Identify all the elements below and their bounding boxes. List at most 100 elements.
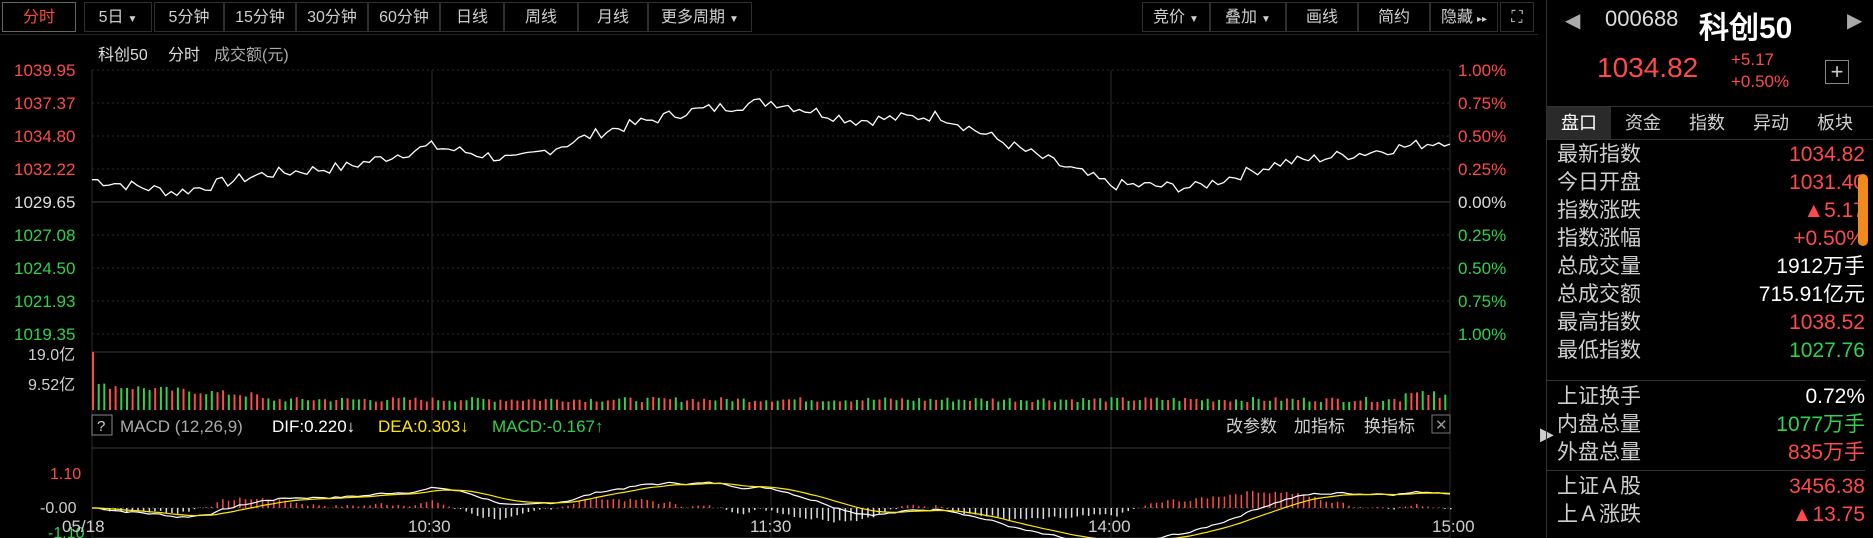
time-tick-label: 10:30 <box>408 517 451 536</box>
tab-movers[interactable]: 异动 <box>1753 113 1789 133</box>
tab-15min[interactable]: 15分钟 <box>224 2 296 32</box>
volume-bar <box>1382 400 1385 410</box>
volume-bar <box>1274 397 1277 410</box>
volume-bar <box>1036 399 1039 410</box>
simple-mode-button[interactable]: 简约 <box>1358 2 1430 32</box>
macd-bar <box>584 499 586 508</box>
prev-symbol-icon[interactable]: ◀ <box>1565 10 1581 32</box>
volume-bar <box>1116 398 1119 410</box>
tab-more-periods[interactable]: 更多周期 ▼ <box>648 2 752 32</box>
tab-weekly[interactable]: 周线 <box>504 2 578 32</box>
macd-bar <box>612 499 615 508</box>
macd-bar <box>1280 492 1282 508</box>
macd-bar <box>788 508 790 515</box>
tab-order-book[interactable]: 盘口 <box>1547 107 1611 139</box>
tab-sectors[interactable]: 板块 <box>1817 113 1853 133</box>
volume-bar <box>154 388 157 410</box>
volume-bar <box>1444 394 1447 410</box>
macd-bar <box>459 508 462 510</box>
add-indicator-button[interactable]: 加指标 <box>1294 417 1345 436</box>
macd-bar <box>731 508 733 513</box>
macd-bar <box>465 508 467 512</box>
tab-funds[interactable]: 资金 <box>1625 113 1661 133</box>
macd-bar <box>1172 499 1175 508</box>
macd-bar <box>1285 492 1288 508</box>
volume-bar <box>188 391 191 410</box>
macd-bar <box>1104 508 1107 515</box>
volume-bar <box>1404 393 1407 410</box>
draw-line-button[interactable]: 画线 <box>1286 2 1358 32</box>
tab-5min[interactable]: 5分钟 <box>154 2 224 32</box>
macd-bar <box>1427 506 1429 508</box>
volume-bar <box>431 397 434 410</box>
macd-bar <box>516 508 518 516</box>
volume-bar <box>805 401 807 410</box>
tab-60min[interactable]: 60分钟 <box>368 2 440 32</box>
volume-bar <box>1331 397 1334 410</box>
hide-button[interactable]: 隐藏 ▸▸ <box>1430 2 1498 32</box>
volume-bar <box>867 397 870 410</box>
volume-bar <box>131 389 134 410</box>
macd-bar <box>906 505 909 508</box>
macd-bar <box>199 507 201 508</box>
volume-bar <box>165 386 168 410</box>
tab-5day[interactable]: 5日 ▼ <box>84 2 152 32</box>
volume-bar <box>103 383 106 410</box>
macd-bar <box>1201 497 1203 508</box>
volume-bar <box>703 398 706 410</box>
volume-bar <box>1189 399 1192 410</box>
tab-30min[interactable]: 30分钟 <box>296 2 368 32</box>
quote-row-label: 总成交量 <box>1557 255 1641 278</box>
macd-bar <box>363 505 366 508</box>
macd-bar <box>1121 508 1124 513</box>
volume-bar <box>1223 400 1226 410</box>
volume-bar <box>759 401 762 410</box>
volume-bar <box>329 401 332 410</box>
volume-bar <box>980 398 983 410</box>
macd-axis-bottom: -1.10 <box>48 525 85 538</box>
macd-bar <box>952 508 954 511</box>
quote-row-label: 上Ａ涨跌 <box>1557 503 1641 526</box>
auction-button[interactable]: 竞价 ▼ <box>1142 2 1210 32</box>
quote-row-value: ▲5.17 <box>1803 199 1865 222</box>
macd-bar <box>669 501 671 508</box>
scrollbar-thumb[interactable] <box>1858 174 1868 246</box>
tab-index[interactable]: 指数 <box>1689 113 1725 133</box>
macd-help-button[interactable] <box>91 414 113 436</box>
volume-bar <box>901 398 904 410</box>
macd-bar <box>957 508 960 512</box>
volume-bar <box>969 400 971 410</box>
switch-indicator-button[interactable]: 换指标 <box>1364 417 1415 436</box>
volume-bar <box>448 400 451 410</box>
chart-name: 科创50 <box>98 46 148 64</box>
macd-bar <box>307 505 309 508</box>
change-params-button[interactable]: 改参数 <box>1226 417 1277 436</box>
price-change: +5.17 <box>1731 50 1775 69</box>
overlay-button[interactable]: 叠加 ▼ <box>1210 2 1286 32</box>
volume-bar <box>1167 400 1170 410</box>
volume-bar <box>737 398 739 410</box>
next-symbol-icon[interactable]: ▶ <box>1847 10 1863 32</box>
volume-bar <box>267 398 270 410</box>
tab-monthly[interactable]: 月线 <box>578 2 648 32</box>
volume-bar <box>1365 397 1368 410</box>
macd-bar <box>408 506 411 508</box>
volume-bar <box>1314 401 1317 410</box>
fullscreen-button[interactable]: ⛶ <box>1500 2 1534 32</box>
macd-bar <box>312 504 315 508</box>
quote-row-value: 0.72% <box>1805 385 1865 408</box>
volume-bar <box>1003 399 1005 410</box>
tab-intraday[interactable]: 分时 <box>2 2 76 32</box>
add-watchlist-button[interactable]: + <box>1825 60 1849 84</box>
macd-close-button[interactable] <box>1431 414 1451 434</box>
volume-bar <box>686 400 689 410</box>
macd-bar <box>980 508 982 516</box>
tab-label: 5日 <box>98 9 124 26</box>
volume-bar <box>199 393 202 410</box>
quote-row: 最高指数 1038.52 <box>1547 308 1865 337</box>
volume-bar <box>363 398 366 410</box>
chart-area: 分时 5日 ▼ 5分钟 15分钟 30分钟 60分钟 日线 周线 月线 更多周期 ▼… <box>0 2 1538 538</box>
tab-daily[interactable]: 日线 <box>440 2 504 32</box>
volume-bar <box>1195 399 1198 410</box>
macd-bar <box>1229 494 1231 508</box>
